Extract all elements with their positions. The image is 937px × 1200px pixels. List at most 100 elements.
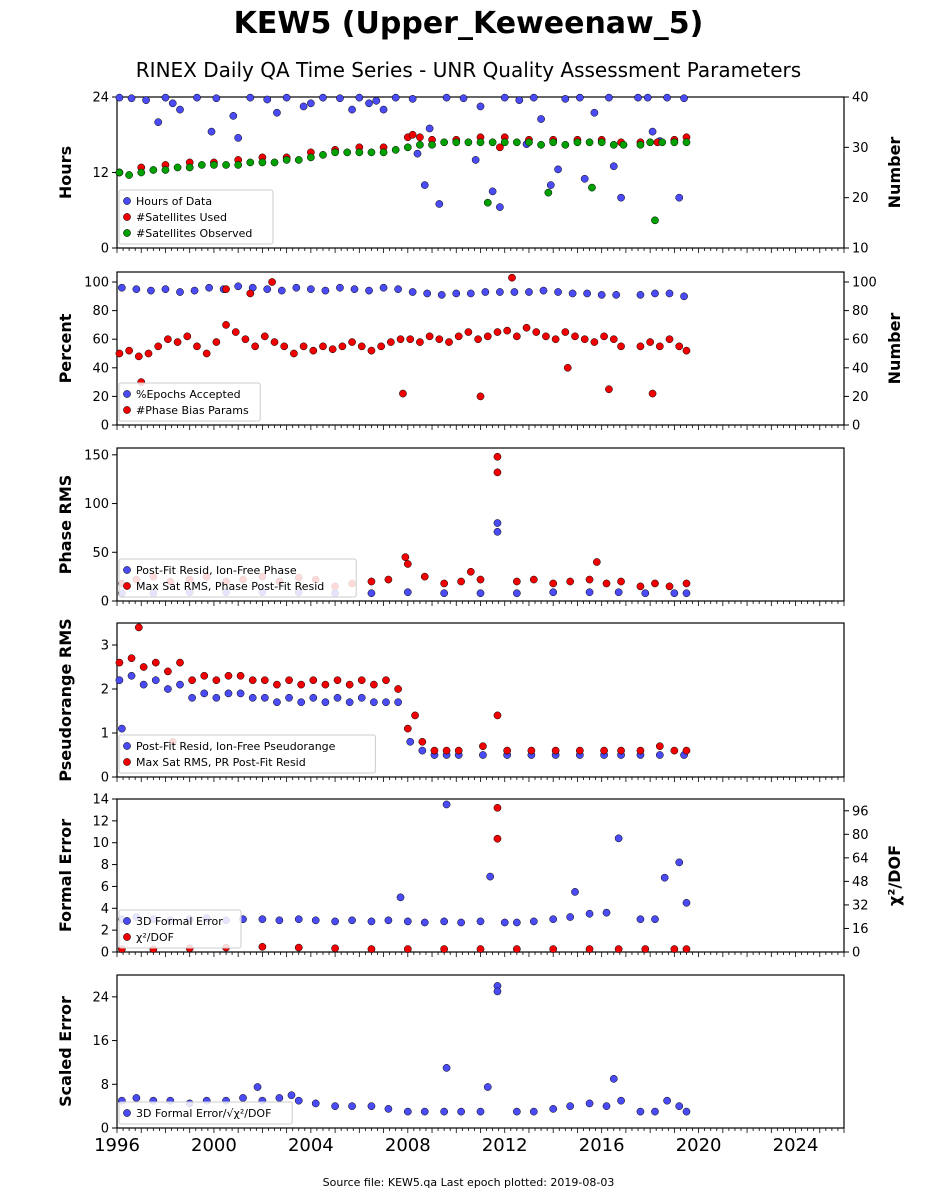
data-point bbox=[234, 134, 243, 142]
data-point bbox=[476, 138, 485, 147]
data-point bbox=[176, 105, 184, 114]
data-point bbox=[190, 286, 199, 295]
legend-marker bbox=[123, 917, 131, 925]
data-point bbox=[675, 342, 684, 351]
data-point bbox=[636, 291, 645, 299]
y-tick-label: 40 bbox=[92, 361, 109, 376]
data-point bbox=[343, 148, 352, 157]
data-point bbox=[680, 94, 688, 103]
data-point bbox=[333, 693, 342, 702]
data-point bbox=[365, 99, 373, 108]
data-point bbox=[270, 338, 279, 346]
data-point bbox=[403, 1107, 412, 1116]
data-point bbox=[496, 288, 504, 296]
data-point bbox=[442, 1064, 451, 1072]
y-tick-label: 80 bbox=[92, 304, 109, 319]
data-point bbox=[488, 187, 497, 196]
data-point bbox=[539, 286, 548, 295]
data-point bbox=[379, 105, 388, 114]
x-tick-label: 2012 bbox=[482, 1135, 528, 1156]
data-point bbox=[525, 138, 533, 147]
data-point bbox=[513, 945, 521, 953]
data-point bbox=[307, 153, 315, 162]
legend-label: %Epochs Accepted bbox=[136, 388, 241, 401]
data-point bbox=[476, 589, 485, 598]
y-tick-label: 2 bbox=[101, 924, 109, 939]
data-point bbox=[154, 342, 163, 351]
data-point bbox=[307, 285, 315, 294]
data-point bbox=[309, 346, 318, 355]
data-point bbox=[619, 140, 628, 149]
data-point bbox=[425, 332, 434, 341]
data-point bbox=[386, 338, 395, 346]
data-point bbox=[527, 746, 536, 755]
data-point bbox=[670, 945, 679, 953]
y-tick-label: 24 bbox=[92, 990, 109, 1005]
data-point bbox=[549, 915, 558, 924]
data-point bbox=[588, 183, 596, 192]
data-points bbox=[115, 273, 691, 401]
data-point bbox=[183, 332, 192, 341]
data-point bbox=[331, 148, 339, 157]
data-point bbox=[544, 188, 553, 197]
y2-tick-label: 100 bbox=[852, 276, 877, 291]
data-point bbox=[651, 579, 659, 588]
data-point bbox=[115, 93, 124, 102]
data-point bbox=[561, 140, 570, 149]
data-point bbox=[345, 698, 354, 707]
legend-marker bbox=[123, 213, 131, 221]
data-point bbox=[670, 589, 679, 598]
y-tick-label: 0 bbox=[101, 419, 109, 434]
data-point bbox=[542, 332, 550, 341]
data-point bbox=[634, 93, 642, 102]
y-tick-label: 100 bbox=[84, 276, 109, 291]
data-point bbox=[537, 140, 545, 149]
data-point bbox=[403, 917, 412, 926]
data-point bbox=[173, 163, 182, 172]
data-point bbox=[474, 335, 482, 344]
y-tick-label: 3 bbox=[101, 639, 109, 654]
data-point bbox=[403, 560, 412, 568]
data-point bbox=[476, 575, 485, 584]
data-point bbox=[602, 579, 611, 588]
data-point bbox=[479, 742, 487, 751]
data-point bbox=[513, 332, 521, 341]
data-point bbox=[612, 291, 621, 299]
data-point bbox=[134, 623, 143, 632]
data-point bbox=[173, 338, 182, 346]
data-point bbox=[651, 216, 659, 225]
data-point bbox=[670, 138, 679, 147]
data-point bbox=[224, 689, 233, 698]
data-point bbox=[525, 288, 533, 296]
data-point bbox=[282, 93, 291, 102]
data-point bbox=[275, 1094, 284, 1102]
data-point bbox=[675, 1102, 684, 1110]
y-tick-label: 0 bbox=[101, 595, 109, 610]
data-point bbox=[580, 335, 589, 344]
data-point bbox=[236, 689, 245, 698]
data-point bbox=[200, 671, 209, 680]
legend-label: #Phase Bias Params bbox=[136, 404, 249, 417]
data-point bbox=[585, 909, 594, 918]
data-point bbox=[488, 138, 497, 147]
data-point bbox=[585, 575, 594, 584]
legend: Post-Fit Resid, Ion-Free Pseudorange Max … bbox=[118, 734, 376, 774]
legend-label: Post-Fit Resid, Ion-Free Pseudorange bbox=[136, 740, 336, 753]
data-point bbox=[655, 342, 664, 351]
data-point bbox=[246, 93, 255, 102]
data-point bbox=[496, 203, 504, 211]
data-point bbox=[466, 567, 475, 576]
data-point bbox=[496, 143, 504, 152]
data-point bbox=[493, 987, 502, 996]
data-point bbox=[403, 143, 412, 152]
data-point bbox=[338, 342, 347, 351]
data-point bbox=[147, 286, 155, 295]
x-tick-label: 2000 bbox=[191, 1135, 237, 1156]
data-point bbox=[149, 166, 158, 174]
y-tick-label: 6 bbox=[101, 880, 109, 895]
y-tick-label: 150 bbox=[84, 448, 109, 463]
data-point bbox=[260, 332, 269, 341]
data-point bbox=[355, 148, 364, 157]
y2-tick-label: 40 bbox=[852, 91, 869, 106]
